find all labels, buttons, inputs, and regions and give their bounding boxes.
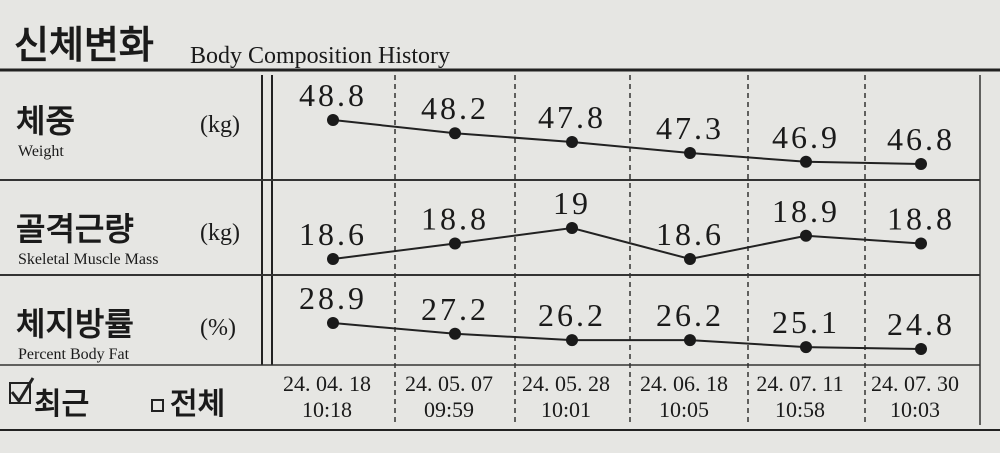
data-point [800, 229, 812, 242]
value-label: 25.1 [772, 304, 840, 340]
value-label: 18.6 [299, 216, 367, 252]
value-label: 26.2 [656, 297, 724, 333]
data-point [449, 237, 461, 250]
metric-unit: (kg) [200, 220, 240, 246]
metric-name-en: Skeletal Muscle Mass [18, 251, 158, 268]
data-point [684, 147, 696, 159]
data-point [449, 127, 461, 140]
value-label: 18.8 [421, 201, 489, 237]
trend-line [332, 322, 922, 350]
value-label: 26.2 [538, 297, 606, 333]
time-label: 10:18 [302, 397, 352, 422]
data-point [327, 317, 339, 329]
date-label: 24. 06. 18 [640, 371, 728, 396]
value-label: 18.6 [656, 216, 724, 252]
date-label: 24. 04. 18 [283, 371, 371, 396]
subtitle: Body Composition History [190, 43, 450, 69]
date-label: 24. 07. 11 [756, 371, 843, 396]
metric-name-en: Percent Body Fat [18, 346, 130, 363]
recent-option[interactable]: 최근 [34, 387, 89, 422]
date-label: 24. 05. 28 [522, 371, 610, 396]
value-label: 18.8 [887, 201, 955, 237]
value-label: 24.8 [887, 306, 955, 342]
metric-name: 골격근량 [16, 210, 134, 248]
data-point [915, 343, 927, 355]
data-point [800, 341, 812, 354]
data-point [915, 158, 927, 170]
data-point [684, 253, 696, 265]
time-label: 10:01 [541, 397, 591, 422]
value-label: 28.9 [299, 280, 367, 316]
metric-name-en: Weight [18, 143, 64, 160]
data-point [566, 222, 578, 234]
value-label: 48.2 [421, 90, 489, 126]
data-point [566, 334, 578, 347]
time-label: 10:05 [659, 397, 709, 422]
value-label: 47.8 [538, 99, 606, 135]
value-label: 46.8 [887, 121, 955, 157]
value-label: 48.8 [299, 77, 367, 113]
date-label: 24. 05. 07 [405, 371, 493, 396]
title: 신체변화 [14, 23, 154, 67]
data-point [915, 237, 927, 250]
time-label: 09:59 [424, 397, 474, 422]
data-point [684, 334, 696, 347]
data-point [800, 155, 812, 168]
data-point [566, 136, 578, 148]
data-point [327, 114, 339, 126]
time-label: 10:03 [890, 397, 940, 422]
date-label: 24. 07. 30 [871, 371, 959, 396]
time-label: 10:58 [775, 397, 825, 422]
metric-unit: (kg) [200, 112, 240, 138]
checkbox[interactable] [9, 382, 31, 404]
value-label: 47.3 [656, 110, 724, 146]
check-mark [10, 377, 35, 404]
value-label: 19 [553, 185, 591, 221]
trend-line [332, 226, 922, 261]
value-label: 46.9 [772, 119, 840, 155]
checkbox[interactable] [151, 399, 164, 412]
metric-unit: (%) [200, 315, 236, 341]
metric-name: 체중 [16, 102, 75, 140]
value-label: 18.9 [772, 193, 840, 229]
data-point [449, 327, 461, 340]
metric-name: 체지방률 [16, 305, 134, 343]
all-option[interactable]: 전체 [170, 387, 225, 422]
value-label: 27.2 [421, 291, 489, 327]
data-point [327, 253, 339, 265]
trend-line [332, 119, 922, 165]
